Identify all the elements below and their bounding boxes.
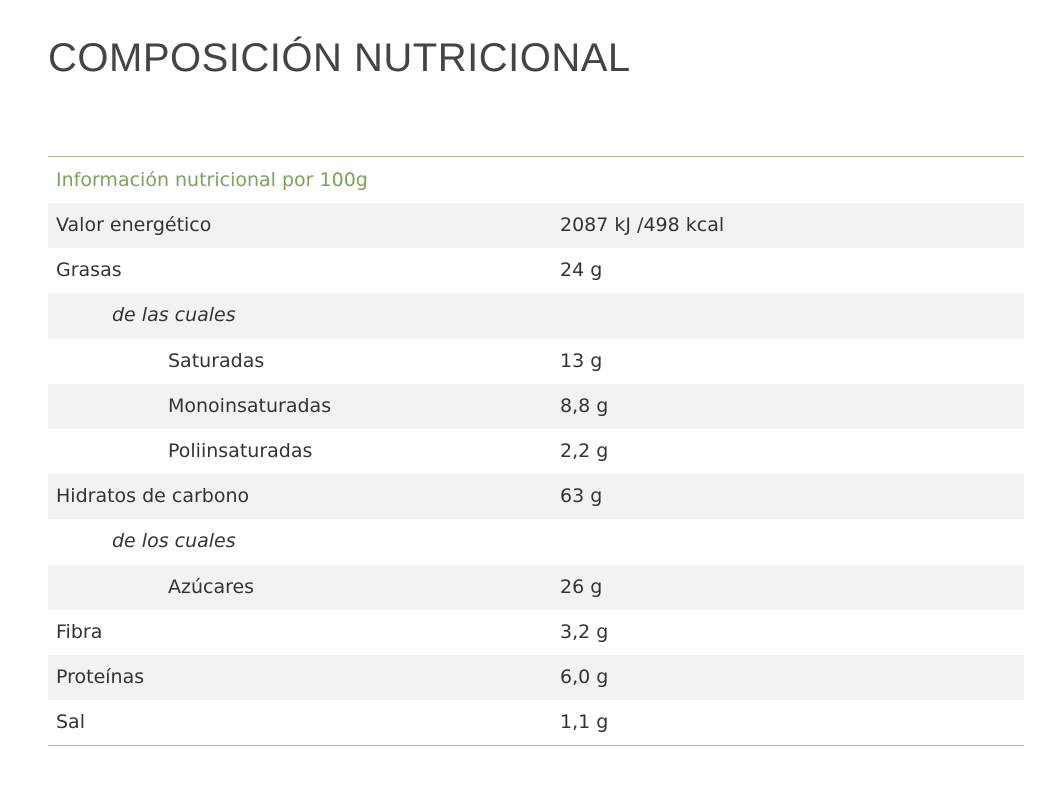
table-row: Fibra 3,2 g [48, 610, 1024, 655]
nutrient-name: Grasas [56, 259, 122, 282]
nutrient-name: Azúcares [168, 575, 255, 598]
nutrient-value: 13 g [560, 349, 603, 372]
table-body: Valor energético 2087 kJ /498 kcal Grasas 2… [48, 203, 1024, 745]
nutrient-value: 2087 kJ /498 kcal [560, 214, 725, 236]
table-row: Valor energético 2087 kJ /498 kcal [48, 203, 1024, 249]
table-row: Monoinsaturadas 8,8 g [48, 383, 1024, 429]
nutrition-table: Información nutricional por 100g Valor e… [48, 156, 1024, 747]
nutrient-value: 8,8 g [560, 394, 609, 417]
nutrient-name: de los cuales [112, 530, 236, 553]
nutrient-name: Poliinsaturadas [168, 439, 313, 462]
nutrient-name: Sal [56, 711, 85, 734]
table-row: Hidratos de carbono 63 g [48, 474, 1024, 520]
nutrient-value: 24 g [560, 259, 603, 282]
table-caption: Información nutricional por 100g [56, 169, 368, 191]
nutrient-value: 63 g [560, 485, 603, 508]
nutrient-name: Monoinsaturadas [168, 394, 332, 417]
table-row: de los cuales [48, 519, 1024, 564]
nutrient-value: 3,2 g [560, 620, 609, 643]
nutrient-name: Hidratos de carbono [56, 485, 250, 508]
nutrient-value: 26 g [560, 575, 603, 598]
table-row: Azúcares 26 g [48, 564, 1024, 610]
title: COMPOSICIÓN NUTRICIONAL [48, 36, 631, 80]
nutrient-name: Proteínas [56, 665, 145, 688]
table-row: Poliinsaturadas 2,2 g [48, 429, 1024, 474]
nutrient-value: 2,2 g [560, 439, 609, 462]
nutrient-value: 1,1 g [560, 711, 609, 734]
nutrient-name: de las cuales [112, 304, 236, 327]
table-row: Proteínas 6,0 g [48, 654, 1024, 701]
nutrient-name: Saturadas [168, 349, 265, 372]
nutrient-value: 6,0 g [560, 665, 609, 688]
nutrient-name: Fibra [56, 620, 103, 643]
table-row: Grasas 24 g [48, 248, 1024, 293]
table-row: de las cuales [48, 293, 1024, 339]
nutrient-name: Valor energético [56, 214, 212, 236]
table-row: Sal 1,1 g [48, 700, 1024, 745]
table-row: Saturadas 13 g [48, 339, 1024, 384]
